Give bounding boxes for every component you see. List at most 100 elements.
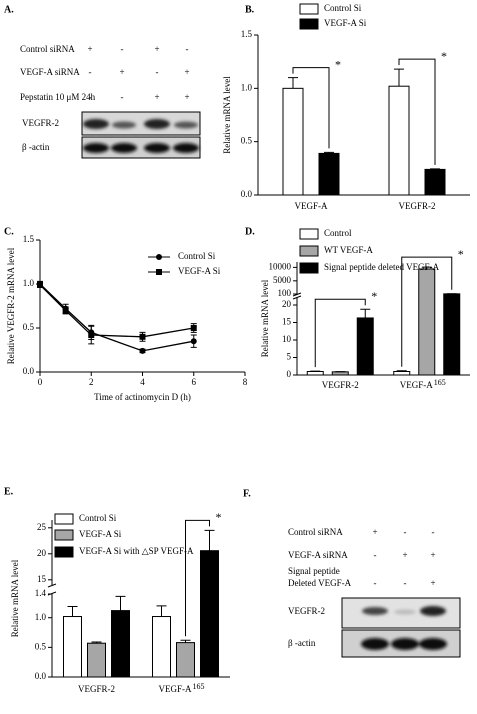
row-label: VEGF-A siRNA [20, 67, 80, 77]
sign: + [430, 550, 435, 560]
x-axis-label: Time of actinomycin D (h) [94, 392, 191, 402]
error-bar [394, 68, 404, 87]
x-tick-label: VEGFR-2 [322, 380, 359, 390]
error-bar [91, 641, 102, 644]
marker [190, 325, 197, 331]
legend-label: Control [324, 228, 352, 238]
bar [388, 85, 410, 196]
x-tick-label: 4 [140, 377, 145, 387]
bar [424, 168, 446, 196]
y-tick-label: 5 [287, 352, 292, 362]
legend-swatch [299, 3, 319, 15]
y-tick-label: 1.0 [241, 82, 253, 92]
bar [393, 371, 411, 376]
bar [356, 317, 374, 376]
significance-mark: * [371, 289, 377, 303]
band-label: VEGFR-2 [288, 606, 325, 616]
sign: + [154, 44, 159, 54]
bar [152, 616, 171, 678]
data-line [39, 283, 194, 352]
legend-swatch [299, 262, 319, 274]
sign: + [87, 44, 92, 54]
y-tick-label: 0.0 [35, 671, 47, 681]
marker [62, 307, 69, 314]
legend-label: VEGF-A Si [178, 266, 221, 276]
y-tick-label: 20 [282, 299, 292, 309]
y-tick-label: 20 [37, 548, 47, 558]
x-tick-label: VEGF-A [159, 684, 192, 694]
sign: - [121, 44, 124, 54]
panel-label: D. [245, 226, 255, 237]
error-bar [115, 595, 126, 611]
band-label: β -actin [22, 142, 50, 152]
significance-mark: * [335, 57, 341, 71]
blot-image [341, 597, 461, 658]
y-axis-label: Relative VEGFR-2 mRNA level [6, 247, 16, 364]
error-bar [180, 639, 191, 643]
bar [306, 371, 324, 376]
y-tick-label: 0.5 [35, 641, 47, 651]
significance-bracket [292, 67, 330, 149]
significance-mark: * [216, 510, 222, 524]
legend-swatch [299, 18, 319, 30]
panel-label: B. [245, 4, 255, 15]
significance-mark: * [458, 247, 464, 261]
error-bar [360, 308, 371, 318]
legend-label: VEGF-A Si [79, 529, 122, 539]
bar [418, 268, 436, 376]
legend-label: Control Si [178, 251, 216, 261]
sign: + [184, 67, 189, 77]
bar [318, 152, 340, 196]
y-tick-label: 5000 [273, 275, 292, 285]
y-tick-label: 0 [287, 369, 292, 379]
bar [176, 642, 195, 678]
bar [111, 610, 130, 678]
y-axis-label: Relative mRNA level [10, 559, 20, 637]
panel-label: F. [243, 488, 251, 499]
y-tick-label: 1.0 [23, 278, 35, 288]
legend-label: Control Si [79, 513, 117, 523]
y-tick-label: 25 [37, 522, 47, 532]
legend-marker [156, 269, 162, 275]
bar [282, 87, 304, 196]
row-label: Control siRNA [288, 527, 343, 537]
x-tick-label: VEGFR-2 [78, 684, 115, 694]
row-label: Signal peptide [288, 566, 340, 576]
legend-swatch [54, 513, 74, 525]
bar [87, 642, 106, 678]
sign: + [430, 578, 435, 588]
legend-label: WT VEGF-A [324, 245, 373, 255]
y-tick-label: 0.5 [241, 136, 253, 146]
legend-label: Signal peptide deleted VEGF-A [324, 262, 440, 272]
y-tick-label: 0.0 [241, 189, 253, 199]
x-tick-label: VEGF-A [400, 380, 433, 390]
x-tick-label: 8 [243, 377, 248, 387]
sign: + [119, 67, 124, 77]
bar [63, 616, 82, 678]
y-tick-label: 0.0 [23, 366, 35, 376]
marker [88, 332, 95, 339]
y-axis-label: Relative mRNA level [222, 76, 232, 154]
marker [190, 338, 197, 345]
legend-label: VEGF-A Si [324, 18, 367, 28]
sign: - [374, 578, 377, 588]
marker [37, 281, 43, 288]
band-label: β -actin [288, 638, 316, 648]
sign: + [154, 92, 159, 102]
y-tick-label: 1.4 [35, 588, 47, 598]
legend-label: Control Si [324, 3, 362, 13]
y-tick-label: 10000 [269, 261, 292, 271]
sign: - [186, 44, 189, 54]
x-tick-label: VEGFR-2 [398, 201, 435, 211]
marker [139, 333, 146, 340]
y-axis-label: Relative mRNA level [260, 279, 270, 357]
sign: + [372, 527, 377, 537]
error-bar [288, 77, 298, 89]
legend-swatch [299, 228, 319, 240]
sign: - [89, 67, 92, 77]
row-label: Control siRNA [20, 44, 75, 54]
error-bar [324, 151, 334, 154]
y-tick-label: 15 [37, 574, 47, 584]
legend-swatch [54, 529, 74, 541]
legend-marker [156, 254, 162, 260]
